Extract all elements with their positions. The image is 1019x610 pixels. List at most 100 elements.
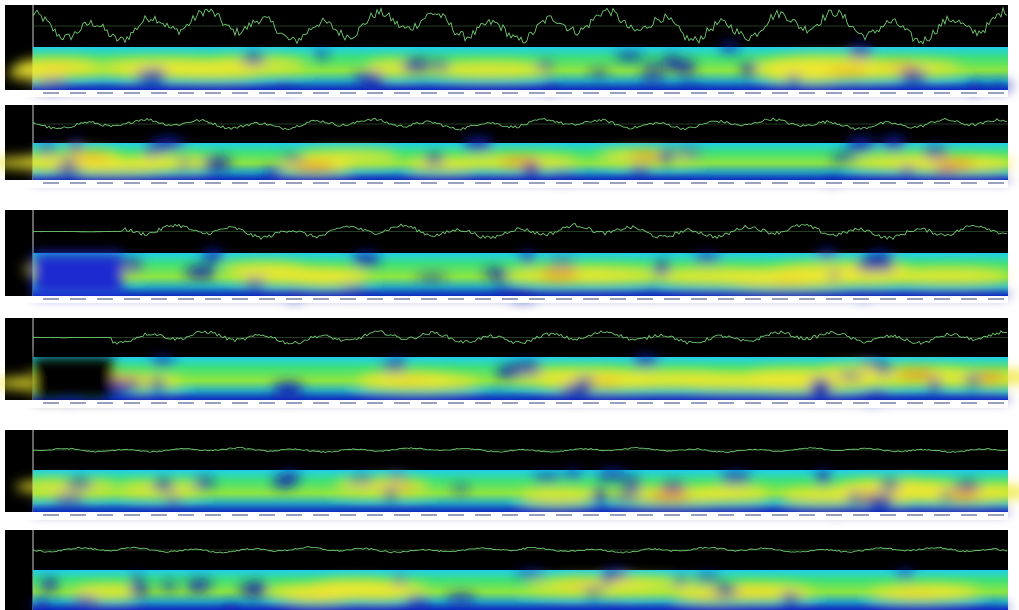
time-tick-label [151, 298, 167, 300]
time-tick-label [313, 514, 329, 516]
time-tick-label [286, 92, 302, 94]
low-energy [164, 497, 183, 503]
time-tick-label [583, 298, 599, 300]
low-energy [881, 136, 906, 150]
panel [5, 210, 1008, 303]
low-energy [940, 492, 952, 500]
time-tick-label [502, 92, 518, 94]
time-tick-label [205, 298, 221, 300]
low-energy [721, 42, 739, 52]
time-tick-label [664, 182, 680, 184]
time-tick-label [340, 182, 356, 184]
time-tick-label [394, 182, 410, 184]
time-tick-label [448, 92, 464, 94]
time-tick-label [718, 182, 734, 184]
time-tick-label [421, 298, 437, 300]
low-energy [597, 470, 628, 480]
time-tick-label [502, 514, 518, 516]
time-tick-label [232, 182, 248, 184]
time-tick-label [799, 182, 815, 184]
time-tick-label [826, 298, 842, 300]
low-energy [239, 583, 269, 596]
time-tick-label [988, 402, 1004, 404]
time-tick-label [610, 182, 626, 184]
time-tick-label [529, 514, 545, 516]
time-tick-label [151, 182, 167, 184]
low-energy [694, 575, 721, 583]
low-energy [152, 480, 175, 491]
time-tick-label [826, 182, 842, 184]
low-energy [452, 486, 469, 492]
time-tick-label [934, 298, 950, 300]
time-tick-label [448, 298, 464, 300]
low-energy [280, 156, 304, 163]
time-tick-label [259, 402, 275, 404]
low-energy [352, 253, 380, 267]
panel-view [0, 0, 1019, 610]
time-tick-label [259, 514, 275, 516]
low-energy [713, 585, 738, 596]
time-tick-label [853, 514, 869, 516]
time-tick-label [43, 182, 59, 184]
low-energy [54, 166, 83, 174]
time-tick-label [664, 298, 680, 300]
time-tick-label [97, 298, 113, 300]
low-energy [660, 482, 687, 491]
low-energy [660, 149, 673, 163]
time-tick-label [97, 514, 113, 516]
time-tick-label [637, 402, 653, 404]
low-energy [846, 493, 863, 502]
low-energy [533, 474, 561, 481]
time-tick-label [691, 182, 707, 184]
energy-region [654, 269, 779, 284]
energy-region [15, 479, 119, 494]
time-tick-label [97, 182, 113, 184]
time-tick-label [691, 92, 707, 94]
time-tick-label [664, 514, 680, 516]
time-tick-label [610, 402, 626, 404]
time-tick-label [961, 92, 977, 94]
energy-region [348, 585, 412, 599]
low-energy [69, 139, 82, 151]
low-energy [899, 70, 928, 82]
time-tick-label [529, 182, 545, 184]
low-energy [624, 478, 641, 490]
time-tick-label [394, 298, 410, 300]
time-tick-label [799, 298, 815, 300]
low-energy [816, 471, 831, 485]
time-tick-label [934, 92, 950, 94]
energy-peak [896, 370, 936, 379]
time-tick-label [988, 514, 1004, 516]
time-tick-label [394, 402, 410, 404]
time-tick-label [394, 92, 410, 94]
low-energy [560, 384, 592, 396]
time-tick-label [637, 182, 653, 184]
low-energy [162, 581, 176, 590]
panel [0, 105, 1015, 188]
time-tick-label [718, 402, 734, 404]
panel [5, 5, 1013, 97]
low-energy [446, 594, 476, 602]
low-energy [643, 63, 665, 70]
low-energy [575, 377, 596, 384]
time-tick-label [745, 514, 761, 516]
time-tick-label [826, 514, 842, 516]
low-energy [859, 360, 883, 367]
time-tick-label [232, 92, 248, 94]
time-tick-label [610, 298, 626, 300]
time-tick-label [367, 92, 383, 94]
time-tick-label [934, 182, 950, 184]
time-tick-label [43, 298, 59, 300]
time-tick-label [691, 514, 707, 516]
time-tick-label [421, 402, 437, 404]
low-energy [499, 365, 523, 378]
time-tick-label [907, 298, 923, 300]
low-energy [828, 272, 841, 278]
time-tick-label [772, 298, 788, 300]
low-energy [383, 489, 398, 499]
time-tick-label [286, 402, 302, 404]
time-tick-label [610, 514, 626, 516]
quiet-region [33, 357, 113, 400]
energy-peak [935, 160, 975, 167]
time-tick-label [826, 402, 842, 404]
